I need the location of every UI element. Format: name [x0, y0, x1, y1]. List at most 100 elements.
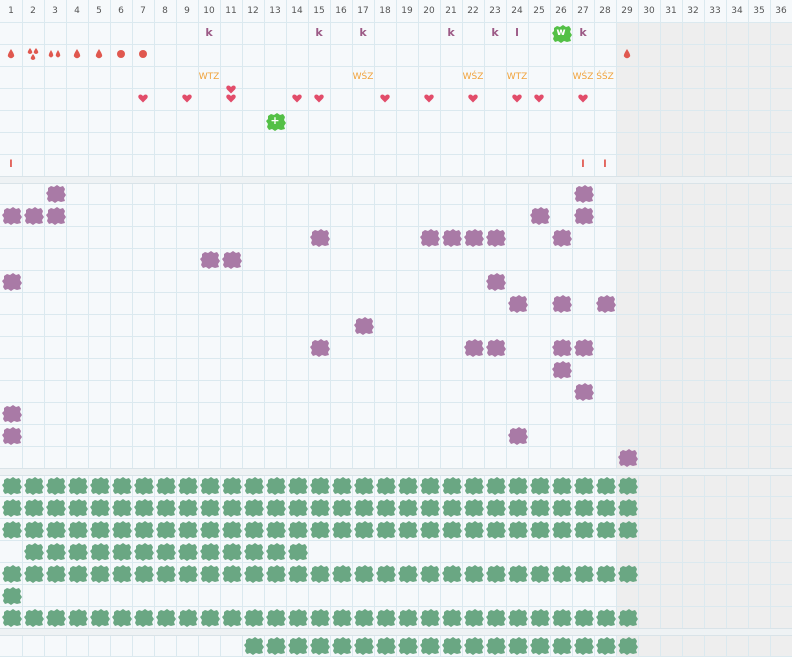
- green-entry[interactable]: [45, 608, 66, 627]
- green-entry[interactable]: [419, 520, 440, 539]
- drops-pair-icon[interactable]: [44, 44, 66, 66]
- green-entry[interactable]: [309, 476, 330, 495]
- green-entry[interactable]: [419, 498, 440, 517]
- green-entry[interactable]: [331, 564, 352, 583]
- green-entry[interactable]: [45, 520, 66, 539]
- drop-icon[interactable]: [66, 44, 88, 66]
- green-entry[interactable]: [243, 520, 264, 539]
- green-entry[interactable]: [287, 636, 308, 655]
- green-entry[interactable]: [265, 520, 286, 539]
- purple-entry[interactable]: [617, 448, 638, 467]
- purple-entry[interactable]: [573, 184, 594, 203]
- green-entry[interactable]: [617, 564, 638, 583]
- green-entry[interactable]: [397, 498, 418, 517]
- green-entry[interactable]: [23, 520, 44, 539]
- green-entry[interactable]: [221, 608, 242, 627]
- green-entry[interactable]: [243, 542, 264, 561]
- green-entry[interactable]: [617, 636, 638, 655]
- drop-icon[interactable]: [0, 44, 22, 66]
- heart-icon[interactable]: [528, 88, 550, 110]
- green-entry[interactable]: [199, 498, 220, 517]
- green-entry[interactable]: [287, 520, 308, 539]
- purple-entry[interactable]: [463, 228, 484, 247]
- green-entry[interactable]: [375, 636, 396, 655]
- green-entry[interactable]: [419, 564, 440, 583]
- purple-entry[interactable]: [23, 206, 44, 225]
- green-entry[interactable]: [155, 608, 176, 627]
- green-entry[interactable]: [573, 520, 594, 539]
- label-wśz[interactable]: WŚZ: [462, 72, 484, 82]
- purple-entry[interactable]: [419, 228, 440, 247]
- drops-icon[interactable]: [22, 44, 44, 66]
- green-entry[interactable]: [529, 608, 550, 627]
- green-entry[interactable]: [551, 636, 572, 655]
- purple-entry[interactable]: [507, 426, 528, 445]
- green-entry[interactable]: [89, 542, 110, 561]
- green-entry[interactable]: [111, 476, 132, 495]
- purple-entry[interactable]: [529, 206, 550, 225]
- green-entry[interactable]: [199, 476, 220, 495]
- label-wtz[interactable]: WTZ: [506, 72, 528, 82]
- green-entry[interactable]: [397, 476, 418, 495]
- green-entry[interactable]: [529, 564, 550, 583]
- green-entry[interactable]: [573, 476, 594, 495]
- green-entry[interactable]: [265, 564, 286, 583]
- green-entry[interactable]: [133, 476, 154, 495]
- green-entry[interactable]: [441, 636, 462, 655]
- green-entry[interactable]: [375, 564, 396, 583]
- purple-entry[interactable]: [507, 294, 528, 313]
- heart-icon[interactable]: [506, 88, 528, 110]
- mark-l[interactable]: l: [9, 159, 13, 170]
- heart-icon[interactable]: [418, 88, 440, 110]
- heart-icon[interactable]: [176, 88, 198, 110]
- label-wśz[interactable]: WŚZ: [572, 72, 594, 82]
- green-entry[interactable]: [353, 520, 374, 539]
- mark-l[interactable]: l: [515, 26, 519, 39]
- green-entry[interactable]: [595, 520, 616, 539]
- purple-entry[interactable]: [441, 228, 462, 247]
- purple-entry[interactable]: [551, 294, 572, 313]
- green-entry[interactable]: [375, 520, 396, 539]
- green-entry[interactable]: [177, 476, 198, 495]
- green-entry[interactable]: [441, 608, 462, 627]
- green-entry[interactable]: [265, 542, 286, 561]
- green-entry[interactable]: [243, 608, 264, 627]
- green-entry[interactable]: [287, 498, 308, 517]
- green-entry[interactable]: [23, 542, 44, 561]
- purple-entry[interactable]: [1, 404, 22, 423]
- mark-k[interactable]: k: [315, 26, 323, 39]
- green-entry[interactable]: [89, 564, 110, 583]
- green-entry[interactable]: [67, 542, 88, 561]
- green-entry[interactable]: [67, 564, 88, 583]
- label-wtz[interactable]: WTZ: [198, 72, 220, 82]
- mark-k[interactable]: k: [359, 26, 367, 39]
- green-entry[interactable]: [573, 498, 594, 517]
- green-entry[interactable]: [111, 498, 132, 517]
- green-entry[interactable]: [331, 608, 352, 627]
- dot-icon[interactable]: [110, 44, 132, 66]
- green-entry[interactable]: [155, 564, 176, 583]
- green-entry[interactable]: [133, 608, 154, 627]
- mark-l[interactable]: l: [581, 159, 585, 170]
- green-entry[interactable]: [529, 498, 550, 517]
- green-entry[interactable]: [67, 520, 88, 539]
- green-entry[interactable]: [1, 476, 22, 495]
- green-entry[interactable]: [397, 520, 418, 539]
- drop-icon[interactable]: [616, 44, 638, 66]
- green-entry[interactable]: [551, 564, 572, 583]
- green-entry[interactable]: [1, 586, 22, 605]
- purple-entry[interactable]: [551, 228, 572, 247]
- purple-entry[interactable]: [551, 338, 572, 357]
- green-entry[interactable]: [243, 636, 264, 655]
- green-entry[interactable]: [463, 608, 484, 627]
- green-entry[interactable]: [507, 520, 528, 539]
- green-entry[interactable]: [221, 476, 242, 495]
- green-entry[interactable]: [463, 498, 484, 517]
- green-entry[interactable]: [243, 498, 264, 517]
- green-entry[interactable]: [595, 636, 616, 655]
- green-entry[interactable]: [265, 636, 286, 655]
- green-entry[interactable]: [243, 564, 264, 583]
- green-entry[interactable]: [265, 476, 286, 495]
- green-entry[interactable]: [1, 498, 22, 517]
- heart-icon[interactable]: [374, 88, 396, 110]
